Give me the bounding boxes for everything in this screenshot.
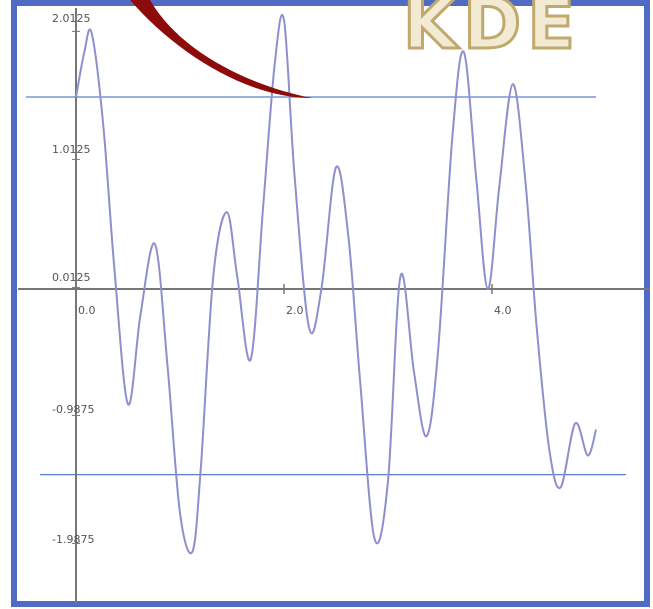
series-point: [399, 275, 402, 277]
y-tick-label: 0.0125: [52, 271, 91, 284]
y-tick-label: 1.0125: [52, 143, 91, 156]
series-point: [373, 538, 376, 540]
series-point: [191, 550, 194, 553]
series-point: [236, 275, 238, 277]
series-point: [574, 422, 576, 424]
axes: [18, 8, 650, 604]
plot-border: [11, 0, 650, 607]
series-point: [154, 243, 156, 245]
series-point: [347, 237, 350, 239]
series-point: [200, 467, 202, 469]
series-point: [91, 32, 93, 34]
series-point: [587, 454, 589, 456]
series-point: [335, 166, 337, 168]
x-tick-labels: 0.0 2.0 4.0: [75, 284, 512, 317]
series-point: [320, 288, 322, 290]
series-point: [274, 64, 276, 66]
series-point: [475, 179, 477, 181]
series-point: [512, 83, 514, 85]
y-tick-label: -0.9875: [52, 403, 94, 416]
series-point: [487, 288, 489, 290]
series-point: [75, 96, 77, 98]
series-point: [166, 365, 169, 367]
series-point: [308, 326, 310, 328]
series-point: [212, 275, 214, 277]
series-point: [293, 173, 295, 175]
series-point: [387, 480, 389, 482]
series-point: [536, 326, 538, 328]
series-point: [498, 186, 500, 188]
series-point: [102, 122, 104, 124]
reference-lines: [26, 96, 626, 476]
series-point: [463, 51, 465, 53]
kde-logo-text: KDE: [403, 0, 581, 65]
series-line: [75, 13, 597, 555]
y-tick-label: -1.9875: [52, 533, 94, 546]
series-point: [524, 179, 526, 181]
series-point: [595, 429, 597, 431]
series-point: [425, 435, 428, 437]
series-point: [139, 314, 142, 316]
series-point: [226, 211, 228, 213]
x-tick-label: 4.0: [494, 304, 512, 317]
series-point: [250, 358, 252, 360]
series-point: [127, 403, 129, 405]
series-point: [548, 448, 550, 450]
series-point: [113, 269, 116, 271]
series-point: [437, 352, 439, 354]
y-tick-labels: 2.0125 1.0125 0.0125 -0.9875 -1.9875: [52, 12, 94, 546]
x-tick-label: 0.0: [78, 304, 96, 317]
series-point: [359, 378, 361, 380]
series-point: [413, 371, 415, 373]
series-point: [179, 512, 181, 514]
series-point: [560, 486, 562, 488]
y-tick-label: 2.0125: [52, 12, 91, 25]
x-tick-label: 2.0: [286, 304, 304, 317]
series-point: [262, 205, 264, 207]
series-point: [83, 51, 85, 53]
logo-swoosh-shape: [130, 0, 312, 98]
series-layer: [75, 13, 597, 555]
series-point: [451, 134, 454, 136]
series-point: [283, 19, 285, 21]
